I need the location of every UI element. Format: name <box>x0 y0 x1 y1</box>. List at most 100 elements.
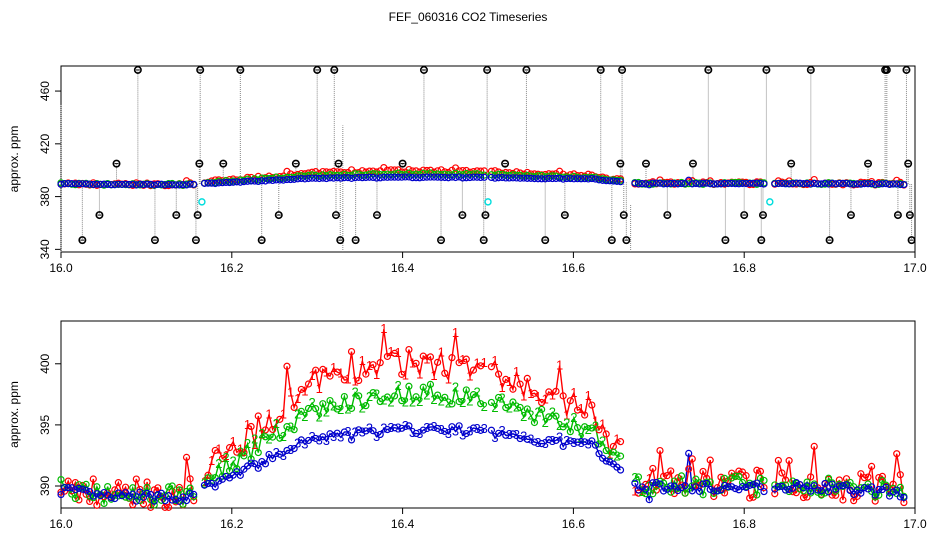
data-point-series-3 <box>376 430 384 439</box>
series-label-1: 1 <box>459 352 466 367</box>
data-point-series-3 <box>573 175 582 183</box>
data-point-series-3 <box>796 179 804 187</box>
data-point-series-3 <box>419 426 427 434</box>
data-point-series-3 <box>810 482 818 490</box>
series-label-1: 1 <box>563 408 570 423</box>
data-point-series-3 <box>383 425 391 434</box>
series-label-1: 1 <box>556 358 563 373</box>
data-point-series-3 <box>885 180 894 189</box>
data-point-series-2 <box>616 452 625 460</box>
data-point-series-3 <box>75 484 83 492</box>
data-point-series-3 <box>315 174 323 183</box>
data-point-series-3 <box>168 181 176 189</box>
series-label-2: 2 <box>215 456 222 471</box>
data-point-series-2 <box>803 478 811 486</box>
data-point-series-3 <box>437 173 445 181</box>
data-point-series-1 <box>595 426 603 434</box>
data-point-series-2 <box>656 477 664 485</box>
data-point-series-3 <box>369 173 377 182</box>
data-point-series-1 <box>649 464 657 473</box>
data-point-series-3 <box>875 485 883 494</box>
lower-panel: 16.0 16.2 16.4 16.6 16.8 17.0 390 395 400 approx.… <box>7 320 927 531</box>
data-point-series-3 <box>670 179 678 188</box>
data-point-series-3 <box>215 477 223 485</box>
series-label-1: 1 <box>438 344 445 359</box>
series-label-3: 3 <box>556 430 563 445</box>
data-point-series-1 <box>387 166 395 174</box>
outlier-point <box>195 159 204 168</box>
outlier-point <box>330 65 339 74</box>
series-label-2: 2 <box>273 416 280 431</box>
data-point-series-3 <box>494 174 503 182</box>
data-point-series-1 <box>150 486 158 494</box>
series-label-1: 1 <box>366 358 373 373</box>
data-point-series-3 <box>107 181 115 189</box>
series-label-1: 1 <box>631 484 638 499</box>
outlier-point <box>740 211 749 220</box>
data-point-series-3 <box>573 438 582 446</box>
series-label-2: 2 <box>646 479 653 494</box>
data-point-series-3 <box>182 181 191 189</box>
series-label-3: 3 <box>373 429 380 444</box>
data-point-series-3 <box>93 490 101 498</box>
series-label-1: 1 <box>592 414 599 429</box>
data-point-series-3 <box>516 174 524 182</box>
outlier-point <box>501 159 510 168</box>
data-point-series-3 <box>756 483 765 491</box>
outlier-point <box>191 236 200 245</box>
data-point-series-1 <box>254 172 262 180</box>
outlier-point <box>193 211 202 220</box>
data-point-series-3 <box>900 493 908 502</box>
data-point-series-3 <box>868 483 876 491</box>
data-point-series-3 <box>652 478 661 487</box>
data-point-series-3 <box>157 180 166 188</box>
data-point-series-3 <box>487 426 496 434</box>
outlier-point <box>398 159 407 168</box>
outlier-point <box>257 236 266 245</box>
data-point-series-2 <box>147 495 155 504</box>
data-point-series-3 <box>229 178 237 186</box>
outlier-point <box>882 65 891 74</box>
data-point-series-1 <box>541 170 549 179</box>
data-point-series-3 <box>297 436 305 444</box>
data-point-series-3 <box>129 180 137 188</box>
data-point-series-1 <box>588 401 596 409</box>
series-label-3: 3 <box>499 423 506 438</box>
data-point-series-2 <box>695 479 704 487</box>
data-point-series-2 <box>412 393 420 401</box>
data-point-series-3 <box>520 174 528 182</box>
data-point-series-1 <box>799 493 808 502</box>
data-point-series-3 <box>78 485 87 493</box>
data-point-series-1 <box>656 446 664 455</box>
data-point-series-3 <box>846 180 854 188</box>
data-point-series-2 <box>538 405 546 413</box>
data-point-series-3 <box>545 436 553 444</box>
data-point-series-3 <box>710 180 718 188</box>
data-point-series-3 <box>355 426 363 434</box>
data-point-series-3 <box>534 175 542 183</box>
data-point-series-3 <box>398 173 406 181</box>
data-point-series-1 <box>487 363 496 371</box>
data-point-series-1 <box>426 166 435 174</box>
data-point-series-2 <box>448 400 456 408</box>
data-point-series-1 <box>530 389 539 397</box>
series-label-2: 2 <box>513 399 520 414</box>
outlier-point <box>846 211 855 220</box>
data-point-series-3 <box>125 492 133 500</box>
data-point-series-3 <box>344 173 352 182</box>
data-point-series-3 <box>444 174 452 182</box>
data-point-series-3 <box>645 181 653 189</box>
data-point-series-3 <box>588 174 596 183</box>
series-label-3: 3 <box>473 421 480 436</box>
data-point-series-2 <box>642 490 650 498</box>
data-point-series-3 <box>720 179 729 187</box>
data-point-series-3 <box>294 175 302 183</box>
data-point-series-3 <box>710 487 718 495</box>
data-point-series-1 <box>448 354 456 362</box>
data-point-series-2 <box>559 423 567 431</box>
series-label-1: 1 <box>337 366 344 381</box>
data-point-series-3 <box>602 457 610 465</box>
data-point-series-3 <box>136 180 144 188</box>
data-point-series-3 <box>563 174 571 183</box>
data-point-series-3 <box>724 179 732 188</box>
